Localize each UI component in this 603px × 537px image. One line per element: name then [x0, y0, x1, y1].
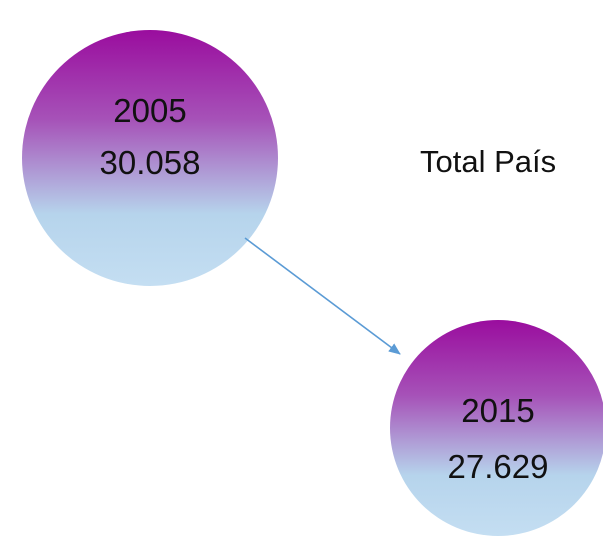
node-circle — [390, 320, 603, 536]
node-label: 2015 — [461, 392, 534, 429]
node-value: 27.629 — [448, 448, 549, 485]
node-value: 30.058 — [100, 144, 201, 181]
arrow — [244, 237, 401, 355]
node-label: 2005 — [113, 92, 186, 129]
title: Total País — [420, 144, 556, 179]
node-circle — [22, 30, 278, 286]
